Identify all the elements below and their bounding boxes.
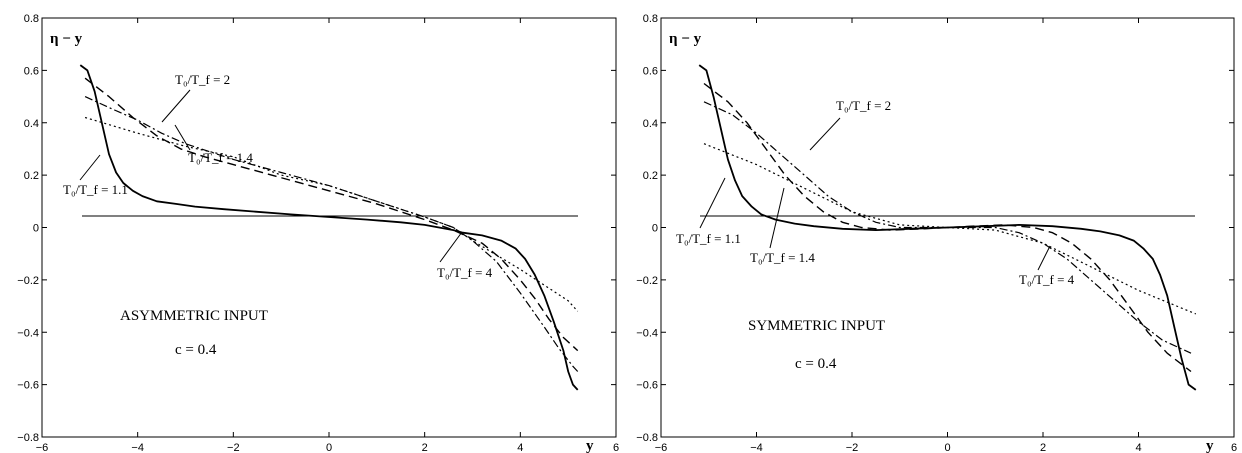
right-y-tick-label: −0.4 — [636, 327, 658, 339]
right-annot-t14: T₀/T_f = 1.4 — [750, 250, 815, 265]
right-y-tick-label: 0.6 — [643, 65, 658, 77]
right-x-ticks: −6 −4 −2 0 2 4 6 — [655, 18, 1237, 453]
right-x-tick-label: 2 — [1040, 442, 1046, 453]
left-series-dashed — [84, 77, 579, 352]
right-y-tick-label: −0.8 — [636, 432, 658, 444]
left-panel: −6 −4 −2 0 2 4 6 −0.8 −0.6 −0.4 −0.2 0 0.2 0.4 0.6 0.8… — [17, 13, 619, 453]
left-x-tick-label: −2 — [227, 442, 240, 453]
left-x-tick-label: 0 — [326, 442, 332, 453]
left-y-tick-label: −0.8 — [17, 432, 39, 444]
right-series-dotted — [703, 143, 1197, 315]
left-x-tick-label: −4 — [131, 442, 144, 453]
right-x-tick-label: −4 — [750, 442, 763, 453]
right-arrow-t14 — [769, 187, 785, 249]
right-y-tick-label: 0.2 — [643, 170, 658, 182]
left-y-tick-label: −0.6 — [17, 380, 39, 392]
right-y-ticks: −0.8 −0.6 −0.4 −0.2 0 0.2 0.4 0.6 0.8 — [636, 13, 1234, 444]
right-series-dashed — [703, 82, 1192, 373]
right-annot-t4: T₀/T_f = 4 — [1019, 272, 1075, 287]
right-arrow-t2 — [809, 117, 841, 151]
left-y-ticks: −0.8 −0.6 −0.4 −0.2 0 0.2 0.4 0.6 0.8 — [17, 13, 616, 444]
right-y-tick-label: 0.8 — [643, 13, 658, 25]
left-x-tick-label: 2 — [422, 442, 428, 453]
right-y-tick-label: 0.4 — [643, 118, 658, 130]
right-panel: −6 −4 −2 0 2 4 6 −0.8 −0.6 −0.4 −0.2 0 0.2 0.4 0.6 0.8… — [636, 13, 1237, 453]
left-ylabel: η − y — [50, 31, 83, 47]
left-series-solid — [79, 64, 579, 391]
left-y-tick-label: 0.4 — [24, 118, 39, 130]
left-y-tick-label: 0.2 — [24, 170, 39, 182]
right-arrow-t11 — [699, 177, 726, 229]
left-c-label: c = 0.4 — [175, 342, 217, 358]
left-x-tick-label: 6 — [613, 442, 619, 453]
left-y-tick-label: −0.2 — [17, 275, 39, 287]
left-x-ticks: −6 −4 −2 0 2 4 6 — [36, 18, 619, 453]
right-series — [698, 64, 1197, 391]
left-annot-t11: T₀/T_f = 1.1 — [63, 182, 128, 197]
left-series-dotted — [84, 116, 579, 312]
right-y-tick-label: 0 — [652, 223, 658, 235]
left-input-label: ASYMMETRIC INPUT — [120, 308, 268, 324]
right-x-tick-label: 6 — [1231, 442, 1237, 453]
right-annot-t11: T₀/T_f = 1.1 — [676, 231, 741, 246]
left-series — [79, 64, 579, 391]
right-x-tick-label: −2 — [846, 442, 859, 453]
right-y-tick-label: −0.6 — [636, 380, 658, 392]
left-y-tick-label: −0.4 — [17, 327, 39, 339]
left-annot-t4: T₀/T_f = 4 — [437, 265, 493, 280]
right-annot-t2: T₀/T_f = 2 — [836, 98, 891, 113]
left-y-tick-label: 0.8 — [24, 13, 39, 25]
right-x-tick-label: 0 — [944, 442, 950, 453]
left-arrow-t4 — [439, 231, 463, 263]
right-ylabel: η − y — [669, 31, 702, 47]
right-arrow-t4 — [1037, 245, 1051, 271]
right-input-label: SYMMETRIC INPUT — [748, 318, 885, 334]
left-arrow-t11 — [79, 154, 101, 181]
left-y-tick-label: 0 — [33, 223, 39, 235]
left-arrow-t2 — [161, 89, 191, 123]
right-y-tick-label: −0.2 — [636, 275, 658, 287]
left-series-dashdot — [84, 96, 579, 372]
left-annot-t14: T₀/T_f = 1.4 — [188, 150, 253, 165]
left-annot-t2: T₀/T_f = 2 — [175, 72, 230, 87]
left-x-tick-label: −6 — [36, 442, 49, 453]
right-x-tick-label: −6 — [655, 442, 668, 453]
left-x-tick-label: 4 — [517, 442, 523, 453]
left-xlabel: y — [586, 438, 594, 453]
right-x-tick-label: 4 — [1135, 442, 1141, 453]
left-arrow-t14 — [174, 124, 191, 151]
right-xlabel: y — [1206, 438, 1214, 453]
right-c-label: c = 0.4 — [795, 356, 837, 372]
left-plot-frame — [41, 17, 617, 438]
left-y-tick-label: 0.6 — [24, 65, 39, 77]
